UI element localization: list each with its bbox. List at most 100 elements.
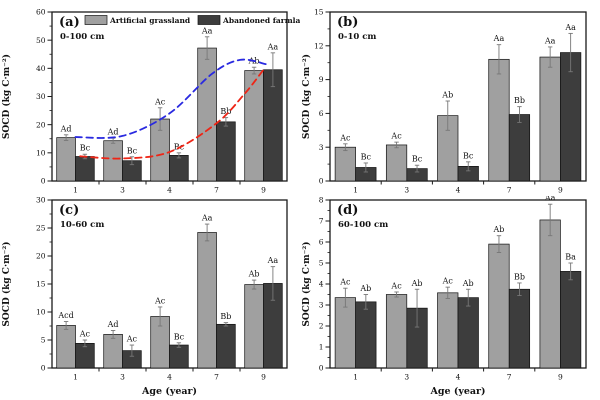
svg-text:Aa: Aa bbox=[564, 23, 576, 32]
svg-text:SOCD (kg C·m⁻²): SOCD (kg C·m⁻²) bbox=[301, 54, 312, 139]
svg-text:SOCD (kg C·m⁻²): SOCD (kg C·m⁻²) bbox=[301, 241, 312, 326]
svg-text:4: 4 bbox=[167, 186, 172, 195]
svg-text:Bc: Bc bbox=[361, 152, 372, 161]
svg-text:6: 6 bbox=[319, 238, 324, 247]
svg-text:4: 4 bbox=[456, 373, 461, 382]
svg-text:Aa: Aa bbox=[544, 196, 556, 203]
panel-c-chart: 0 5 10 15 20 25 30 1 3 4 7 9 Acd Ad Ac Aa Ab Ac Ac Bc Bb Aa (c… bbox=[1, 196, 288, 397]
svg-text:Bb: Bb bbox=[514, 96, 525, 105]
svg-text:Ac: Ac bbox=[126, 335, 138, 344]
svg-text:Ad: Ad bbox=[60, 124, 72, 133]
svg-text:4: 4 bbox=[319, 280, 324, 289]
svg-text:1: 1 bbox=[319, 343, 324, 352]
svg-text:0-10 cm: 0-10 cm bbox=[338, 32, 376, 42]
svg-text:Ac: Ac bbox=[390, 281, 402, 290]
svg-text:9: 9 bbox=[261, 373, 266, 382]
svg-text:Aa: Aa bbox=[201, 26, 213, 35]
svg-text:50: 50 bbox=[36, 36, 46, 45]
svg-text:Bc: Bc bbox=[127, 146, 138, 155]
panel-d-chart: 0 1 2 3 4 5 6 7 8 1 3 4 7 9 Ac Ac Ac Ab Aa Ab Ab Ab Bb Ba (d) 60-… bbox=[301, 196, 587, 397]
svg-text:Ac: Ac bbox=[154, 97, 166, 106]
svg-text:10: 10 bbox=[36, 148, 46, 157]
svg-text:0: 0 bbox=[319, 364, 324, 373]
svg-text:9: 9 bbox=[558, 186, 563, 195]
svg-text:9: 9 bbox=[319, 75, 324, 84]
svg-text:(a): (a) bbox=[59, 15, 80, 30]
svg-text:Ac: Ac bbox=[442, 277, 454, 286]
svg-text:2: 2 bbox=[319, 322, 324, 331]
svg-text:Acd: Acd bbox=[57, 311, 73, 320]
svg-text:9: 9 bbox=[261, 186, 266, 195]
svg-text:(b): (b) bbox=[337, 15, 358, 30]
svg-text:60-100 cm: 60-100 cm bbox=[338, 220, 388, 230]
svg-text:40: 40 bbox=[36, 64, 46, 73]
panel-b-chart: 0 3 6 9 12 15 1 3 4 7 9 Ac Ac Ab Aa Aa Bc Bc Bc Bb Aa (b) 0-10… bbox=[301, 8, 587, 195]
svg-text:3: 3 bbox=[120, 373, 125, 382]
svg-text:25: 25 bbox=[36, 224, 46, 233]
svg-text:Ab: Ab bbox=[359, 284, 371, 293]
svg-text:7: 7 bbox=[507, 373, 512, 382]
svg-text:Bb: Bb bbox=[220, 312, 231, 321]
svg-text:Ad: Ad bbox=[107, 320, 119, 329]
svg-text:8: 8 bbox=[319, 196, 324, 205]
svg-text:5: 5 bbox=[319, 259, 324, 268]
svg-text:Artificial grassland: Artificial grassland bbox=[109, 16, 191, 25]
svg-text:Bc: Bc bbox=[463, 151, 474, 160]
svg-text:Ac: Ac bbox=[339, 133, 351, 142]
svg-text:6: 6 bbox=[319, 109, 324, 118]
svg-text:3: 3 bbox=[404, 373, 409, 382]
svg-text:(d): (d) bbox=[337, 203, 358, 218]
svg-text:20: 20 bbox=[36, 120, 46, 129]
svg-text:0-100 cm: 0-100 cm bbox=[60, 32, 104, 42]
svg-text:(c): (c) bbox=[59, 203, 79, 218]
svg-text:Ab: Ab bbox=[462, 279, 474, 288]
svg-text:Ac: Ac bbox=[79, 330, 91, 339]
svg-text:Ad: Ad bbox=[107, 128, 119, 137]
svg-text:5: 5 bbox=[41, 336, 46, 345]
svg-text:Bc: Bc bbox=[412, 155, 423, 164]
svg-text:Ab: Ab bbox=[493, 225, 505, 234]
svg-text:Aa: Aa bbox=[267, 256, 279, 265]
svg-text:3: 3 bbox=[120, 186, 125, 195]
svg-text:3: 3 bbox=[319, 301, 324, 310]
svg-text:Ab: Ab bbox=[248, 270, 260, 279]
svg-text:4: 4 bbox=[456, 186, 461, 195]
svg-text:3: 3 bbox=[319, 143, 324, 152]
svg-text:15: 15 bbox=[314, 8, 324, 17]
svg-text:Ab: Ab bbox=[441, 91, 453, 100]
svg-text:15: 15 bbox=[36, 280, 46, 289]
svg-text:Ac: Ac bbox=[154, 296, 166, 305]
svg-text:0: 0 bbox=[41, 177, 46, 186]
svg-text:10-60 cm: 10-60 cm bbox=[60, 220, 104, 230]
svg-text:Ac: Ac bbox=[339, 278, 351, 287]
svg-text:7: 7 bbox=[507, 186, 512, 195]
svg-text:Abandoned farmland: Abandoned farmland bbox=[222, 16, 300, 25]
svg-text:0: 0 bbox=[41, 364, 46, 373]
svg-text:Ac: Ac bbox=[390, 132, 402, 141]
svg-text:1: 1 bbox=[73, 186, 78, 195]
svg-text:7: 7 bbox=[214, 186, 219, 195]
svg-text:3: 3 bbox=[404, 186, 409, 195]
svg-text:20: 20 bbox=[36, 252, 46, 261]
svg-text:Aa: Aa bbox=[267, 42, 279, 51]
svg-text:Ab: Ab bbox=[411, 279, 423, 288]
svg-text:9: 9 bbox=[558, 373, 563, 382]
svg-text:Aa: Aa bbox=[201, 214, 213, 223]
svg-text:1: 1 bbox=[353, 373, 358, 382]
svg-text:SOCD (kg C·m⁻²): SOCD (kg C·m⁻²) bbox=[1, 54, 12, 139]
svg-text:Aa: Aa bbox=[493, 34, 505, 43]
svg-text:1: 1 bbox=[73, 373, 78, 382]
svg-text:Bb: Bb bbox=[220, 107, 231, 116]
svg-text:Age (year): Age (year) bbox=[429, 386, 485, 397]
svg-text:Aa: Aa bbox=[544, 36, 556, 45]
svg-text:7: 7 bbox=[214, 373, 219, 382]
svg-text:30: 30 bbox=[36, 196, 46, 205]
svg-text:Bb: Bb bbox=[514, 272, 525, 281]
svg-text:10: 10 bbox=[36, 308, 46, 317]
svg-text:60: 60 bbox=[36, 8, 46, 17]
svg-text:Bc: Bc bbox=[80, 144, 91, 153]
svg-text:0: 0 bbox=[319, 177, 324, 186]
svg-text:1: 1 bbox=[353, 186, 358, 195]
svg-text:7: 7 bbox=[319, 217, 324, 226]
